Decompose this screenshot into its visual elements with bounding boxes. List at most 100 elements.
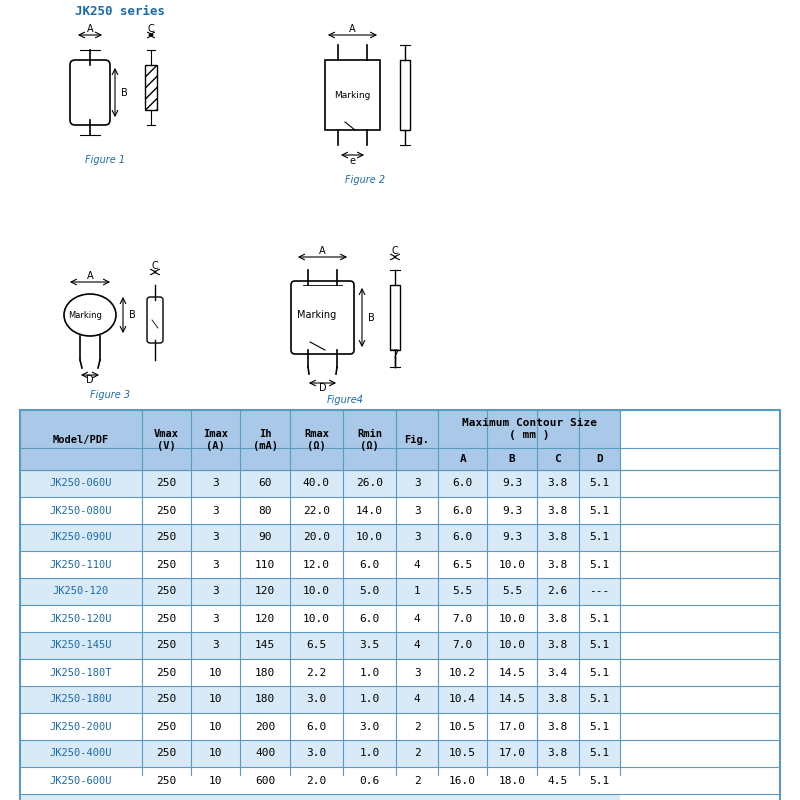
Text: 3.0: 3.0 [306, 694, 326, 705]
Text: 3: 3 [212, 533, 219, 542]
Text: B: B [129, 310, 136, 320]
Text: 22.0: 22.0 [303, 506, 330, 515]
Text: 3: 3 [414, 667, 421, 678]
FancyBboxPatch shape [147, 297, 163, 343]
Text: 1.0: 1.0 [359, 667, 380, 678]
Text: Fig.: Fig. [405, 435, 430, 445]
Bar [400, 60, 410, 130]
Text: 3.8: 3.8 [547, 749, 568, 758]
Text: 180: 180 [255, 667, 275, 678]
Text: JK250-120U: JK250-120U [50, 614, 112, 623]
Text: 9.3: 9.3 [502, 506, 522, 515]
Text: 2: 2 [414, 775, 421, 786]
Text: A: A [86, 24, 94, 34]
Text: Marking: Marking [334, 90, 370, 99]
Bar [145, 65, 157, 110]
Text: B: B [509, 454, 515, 464]
Text: JK250-180U: JK250-180U [50, 694, 112, 705]
Text: 5.5: 5.5 [502, 586, 522, 597]
Text: 250: 250 [156, 478, 177, 489]
Text: 3.4: 3.4 [547, 667, 568, 678]
Text: 5.5: 5.5 [453, 586, 473, 597]
Text: 5.1: 5.1 [590, 641, 610, 650]
Text: 5.1: 5.1 [590, 667, 610, 678]
Text: 10.5: 10.5 [450, 749, 476, 758]
Text: 250: 250 [156, 506, 177, 515]
Bar [390, 285, 400, 350]
Text: 20.0: 20.0 [303, 533, 330, 542]
Text: 3: 3 [212, 614, 219, 623]
Text: 3: 3 [212, 559, 219, 570]
Text: 5.1: 5.1 [590, 478, 610, 489]
Text: B: B [368, 313, 374, 323]
Text: 5.1: 5.1 [590, 775, 610, 786]
Text: 5.0: 5.0 [359, 586, 380, 597]
Text: 250: 250 [156, 559, 177, 570]
Text: Maximum Contour Size
( mm ): Maximum Contour Size ( mm ) [462, 418, 597, 440]
Text: 4: 4 [414, 694, 421, 705]
Text: 90: 90 [258, 533, 272, 542]
Text: 6.0: 6.0 [453, 478, 473, 489]
Text: 3.0: 3.0 [359, 722, 380, 731]
Text: 5.1: 5.1 [590, 614, 610, 623]
Text: 6.0: 6.0 [306, 722, 326, 731]
Text: 6.0: 6.0 [453, 533, 473, 542]
Text: 10: 10 [209, 775, 222, 786]
Bar [20, 410, 438, 470]
Text: 400: 400 [255, 749, 275, 758]
Text: 120: 120 [255, 586, 275, 597]
Bar [20, 410, 780, 800]
Text: 10: 10 [209, 667, 222, 678]
Text: 3.8: 3.8 [547, 694, 568, 705]
Text: C: C [152, 261, 158, 271]
Text: 3: 3 [212, 506, 219, 515]
Text: 5.1: 5.1 [590, 559, 610, 570]
Text: JK250 series: JK250 series [75, 5, 165, 18]
Text: 250: 250 [156, 722, 177, 731]
Text: 600: 600 [255, 775, 275, 786]
Text: 18.0: 18.0 [498, 775, 526, 786]
Text: Model/PDF: Model/PDF [53, 435, 109, 445]
Bar [438, 448, 620, 470]
Text: 9.3: 9.3 [502, 533, 522, 542]
Text: 10.0: 10.0 [498, 614, 526, 623]
Text: 1.0: 1.0 [359, 694, 380, 705]
Text: e: e [350, 156, 355, 166]
Text: 10: 10 [209, 749, 222, 758]
Text: Marking: Marking [298, 310, 337, 320]
Text: 2: 2 [414, 722, 421, 731]
Text: 10.0: 10.0 [498, 559, 526, 570]
Text: JK250-080U: JK250-080U [50, 506, 112, 515]
Text: 3.8: 3.8 [547, 614, 568, 623]
Text: 10.0: 10.0 [303, 586, 330, 597]
Text: 3: 3 [414, 506, 421, 515]
Text: 60: 60 [258, 478, 272, 489]
Text: 7.0: 7.0 [453, 614, 473, 623]
Text: A: A [86, 271, 94, 281]
Bar [438, 410, 620, 448]
Text: 250: 250 [156, 586, 177, 597]
Text: 3: 3 [414, 478, 421, 489]
Text: 3: 3 [212, 641, 219, 650]
Text: 14.0: 14.0 [356, 506, 383, 515]
Text: 10.4: 10.4 [450, 694, 476, 705]
Text: 250: 250 [156, 667, 177, 678]
Text: C: C [554, 454, 561, 464]
Text: 120: 120 [255, 614, 275, 623]
Text: C: C [148, 24, 154, 34]
FancyBboxPatch shape [291, 281, 354, 354]
Text: JK250-400U: JK250-400U [50, 749, 112, 758]
Text: 5.1: 5.1 [590, 722, 610, 731]
Text: JK250-120: JK250-120 [53, 586, 109, 597]
Text: 3.8: 3.8 [547, 506, 568, 515]
Text: 40.0: 40.0 [303, 478, 330, 489]
Text: 10.5: 10.5 [450, 722, 476, 731]
Text: 10: 10 [209, 694, 222, 705]
Text: 6.0: 6.0 [359, 559, 380, 570]
Text: 5.1: 5.1 [590, 694, 610, 705]
Text: JK250-145U: JK250-145U [50, 641, 112, 650]
Text: 3.8: 3.8 [547, 559, 568, 570]
Text: 17.0: 17.0 [498, 749, 526, 758]
Text: D: D [86, 375, 94, 385]
Text: JK250-110U: JK250-110U [50, 559, 112, 570]
